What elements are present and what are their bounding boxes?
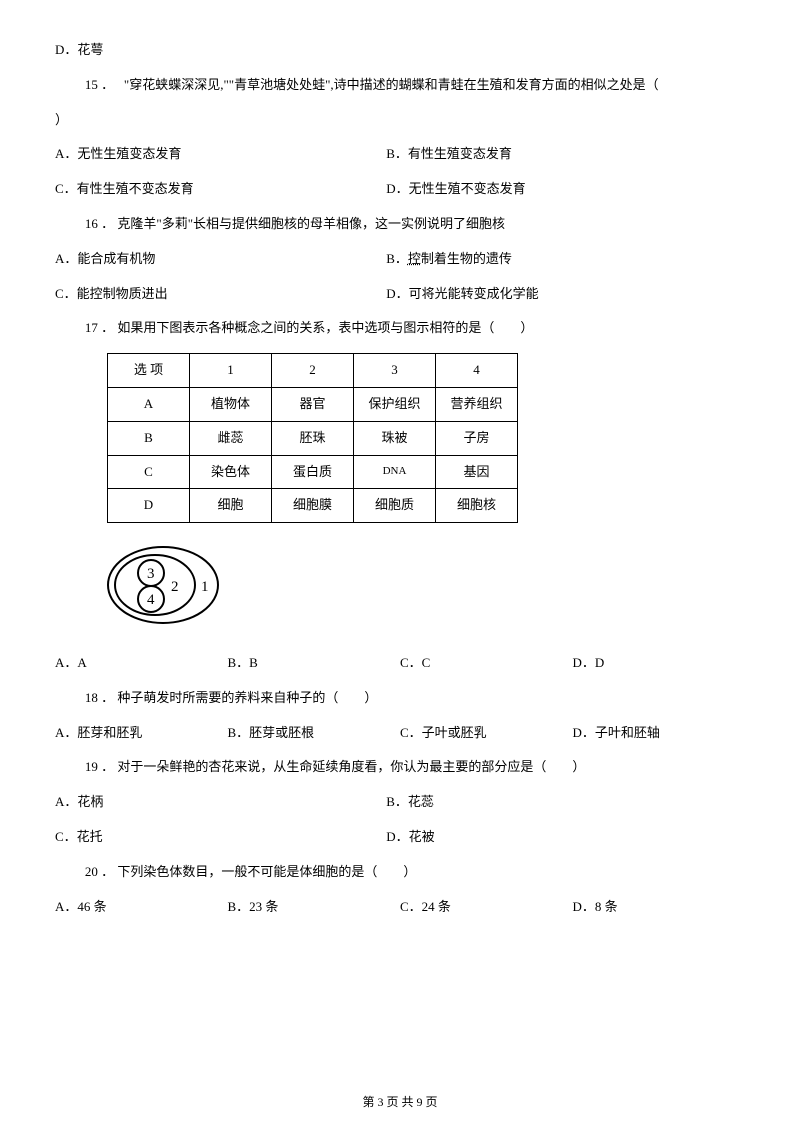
cell: C [108, 455, 190, 489]
cell: 植物体 [190, 387, 272, 421]
cell: 雌蕊 [190, 421, 272, 455]
th1: 1 [190, 354, 272, 388]
question-17: 17 ． 如果用下图表示各种概念之间的关系，表中选项与图示相符的是（ ） [55, 318, 745, 339]
q16-optB: B．控制着生物的遗传 [386, 249, 717, 270]
cell: 基因 [436, 455, 518, 489]
q17-options: A．A B．B C．C D．D [55, 653, 745, 674]
cell: 胚珠 [272, 421, 354, 455]
q19-optD: D．花被 [386, 827, 717, 848]
q18-text: 种子萌发时所需要的养料来自种子的（ ） [117, 690, 377, 705]
q17-optB: B．B [228, 653, 401, 674]
table-row: C 染色体 蛋白质 DNA 基因 [108, 455, 518, 489]
th4: 4 [436, 354, 518, 388]
q18-optA: A．胚芽和胚乳 [55, 723, 228, 744]
q18-optB: B．胚芽或胚根 [228, 723, 401, 744]
q19-num: 19 ． [85, 759, 114, 774]
q17-num: 17 ． [85, 320, 114, 335]
cell: D [108, 489, 190, 523]
q19-row2: C．花托 D．花被 [55, 827, 745, 848]
svg-text:1: 1 [201, 579, 209, 595]
q19-optC: C．花托 [55, 827, 386, 848]
table-header-row: 选 项 1 2 3 4 [108, 354, 518, 388]
q20-optD: D．8 条 [573, 897, 746, 918]
q16-optB-prefix: B． [386, 251, 408, 266]
concept-table: 选 项 1 2 3 4 A 植物体 器官 保护组织 营养组织 B 雌蕊 胚珠 珠… [107, 353, 518, 523]
q15-num: 15 ． [85, 77, 114, 92]
cell: 子房 [436, 421, 518, 455]
cell: 细胞膜 [272, 489, 354, 523]
table-row: D 细胞 细胞膜 细胞质 细胞核 [108, 489, 518, 523]
page-footer: 第 3 页 共 9 页 [0, 1093, 800, 1112]
q15-text: "穿花蛱蝶深深见,""青草池塘处处蛙",诗中描述的蝴蝶和青蛙在生殖和发育方面的相… [124, 77, 659, 92]
q20-options: A．46 条 B．23 条 C．24 条 D．8 条 [55, 897, 745, 918]
question-15: 15 ． "穿花蛱蝶深深见,""青草池塘处处蛙",诗中描述的蝴蝶和青蛙在生殖和发… [55, 75, 745, 96]
svg-text:4: 4 [147, 592, 155, 608]
q18-num: 18 ． [85, 690, 114, 705]
q15-optD: D．无性生殖不变态发育 [386, 179, 717, 200]
q15-row2: C．有性生殖不变态发育 D．无性生殖不变态发育 [55, 179, 745, 200]
th0: 选 项 [108, 354, 190, 388]
question-18: 18 ． 种子萌发时所需要的养料来自种子的（ ） [55, 688, 745, 709]
q16-optC: C．能控制物质进出 [55, 284, 386, 305]
th3: 3 [354, 354, 436, 388]
th2: 2 [272, 354, 354, 388]
venn-svg: 3 4 2 1 [103, 543, 243, 628]
cell: B [108, 421, 190, 455]
cell: 器官 [272, 387, 354, 421]
q20-optA: A．46 条 [55, 897, 228, 918]
q16-optA: A．能合成有机物 [55, 249, 386, 270]
table-row: B 雌蕊 胚珠 珠被 子房 [108, 421, 518, 455]
q17-text: 如果用下图表示各种概念之间的关系，表中选项与图示相符的是（ ） [117, 320, 533, 335]
q17-optD: D．D [573, 653, 746, 674]
q15-optA: A．无性生殖变态发育 [55, 144, 386, 165]
q17-optC: C．C [400, 653, 573, 674]
q16-row1: A．能合成有机物 B．控制着生物的遗传 [55, 249, 745, 270]
q15-close: ） [55, 110, 745, 131]
q15-optC: C．有性生殖不变态发育 [55, 179, 386, 200]
question-16: 16 ． 克隆羊"多莉"长相与提供细胞核的母羊相像，这一实例说明了细胞核 [55, 214, 745, 235]
q19-optA: A．花柄 [55, 792, 386, 813]
q19-text: 对于一朵鲜艳的杏花来说，从生命延续角度看，你认为最主要的部分应是（ ） [117, 759, 585, 774]
q19-row1: A．花柄 B．花蕊 [55, 792, 745, 813]
q18-optC: C．子叶或胚乳 [400, 723, 573, 744]
cell: 珠被 [354, 421, 436, 455]
question-20: 20 ． 下列染色体数目，一般不可能是体细胞的是（ ） [55, 862, 745, 883]
q20-optC: C．24 条 [400, 897, 573, 918]
q15-row1: A．无性生殖变态发育 B．有性生殖变态发育 [55, 144, 745, 165]
svg-text:2: 2 [171, 579, 179, 595]
q19-optB: B．花蕊 [386, 792, 717, 813]
cell: 保护组织 [354, 387, 436, 421]
cell: 营养组织 [436, 387, 518, 421]
option-d-prev: D．花萼 [55, 40, 745, 61]
q16-num: 16 ． [85, 216, 114, 231]
svg-text:3: 3 [147, 566, 155, 582]
venn-diagram: 3 4 2 1 [103, 543, 745, 635]
q16-row2: C．能控制物质进出 D．可将光能转变成化学能 [55, 284, 745, 305]
cell: 细胞质 [354, 489, 436, 523]
cell: 细胞 [190, 489, 272, 523]
cell: 蛋白质 [272, 455, 354, 489]
q16-optB-suffix: 制着生物的遗传 [421, 251, 512, 266]
q17-optA: A．A [55, 653, 228, 674]
q16-text: 克隆羊"多莉"长相与提供细胞核的母羊相像，这一实例说明了细胞核 [117, 216, 505, 231]
q18-options: A．胚芽和胚乳 B．胚芽或胚根 C．子叶或胚乳 D．子叶和胚轴 [55, 723, 745, 744]
q15-optB: B．有性生殖变态发育 [386, 144, 717, 165]
q18-optD: D．子叶和胚轴 [573, 723, 746, 744]
q20-text: 下列染色体数目，一般不可能是体细胞的是（ ） [117, 864, 416, 879]
cell: DNA [354, 455, 436, 489]
table-row: A 植物体 器官 保护组织 营养组织 [108, 387, 518, 421]
cell: 染色体 [190, 455, 272, 489]
q16-optB-marked: 控 [408, 251, 421, 266]
q16-optD: D．可将光能转变成化学能 [386, 284, 717, 305]
cell: 细胞核 [436, 489, 518, 523]
cell: A [108, 387, 190, 421]
q20-optB: B．23 条 [228, 897, 401, 918]
question-19: 19 ． 对于一朵鲜艳的杏花来说，从生命延续角度看，你认为最主要的部分应是（ ） [55, 757, 745, 778]
q20-num: 20 ． [85, 864, 114, 879]
